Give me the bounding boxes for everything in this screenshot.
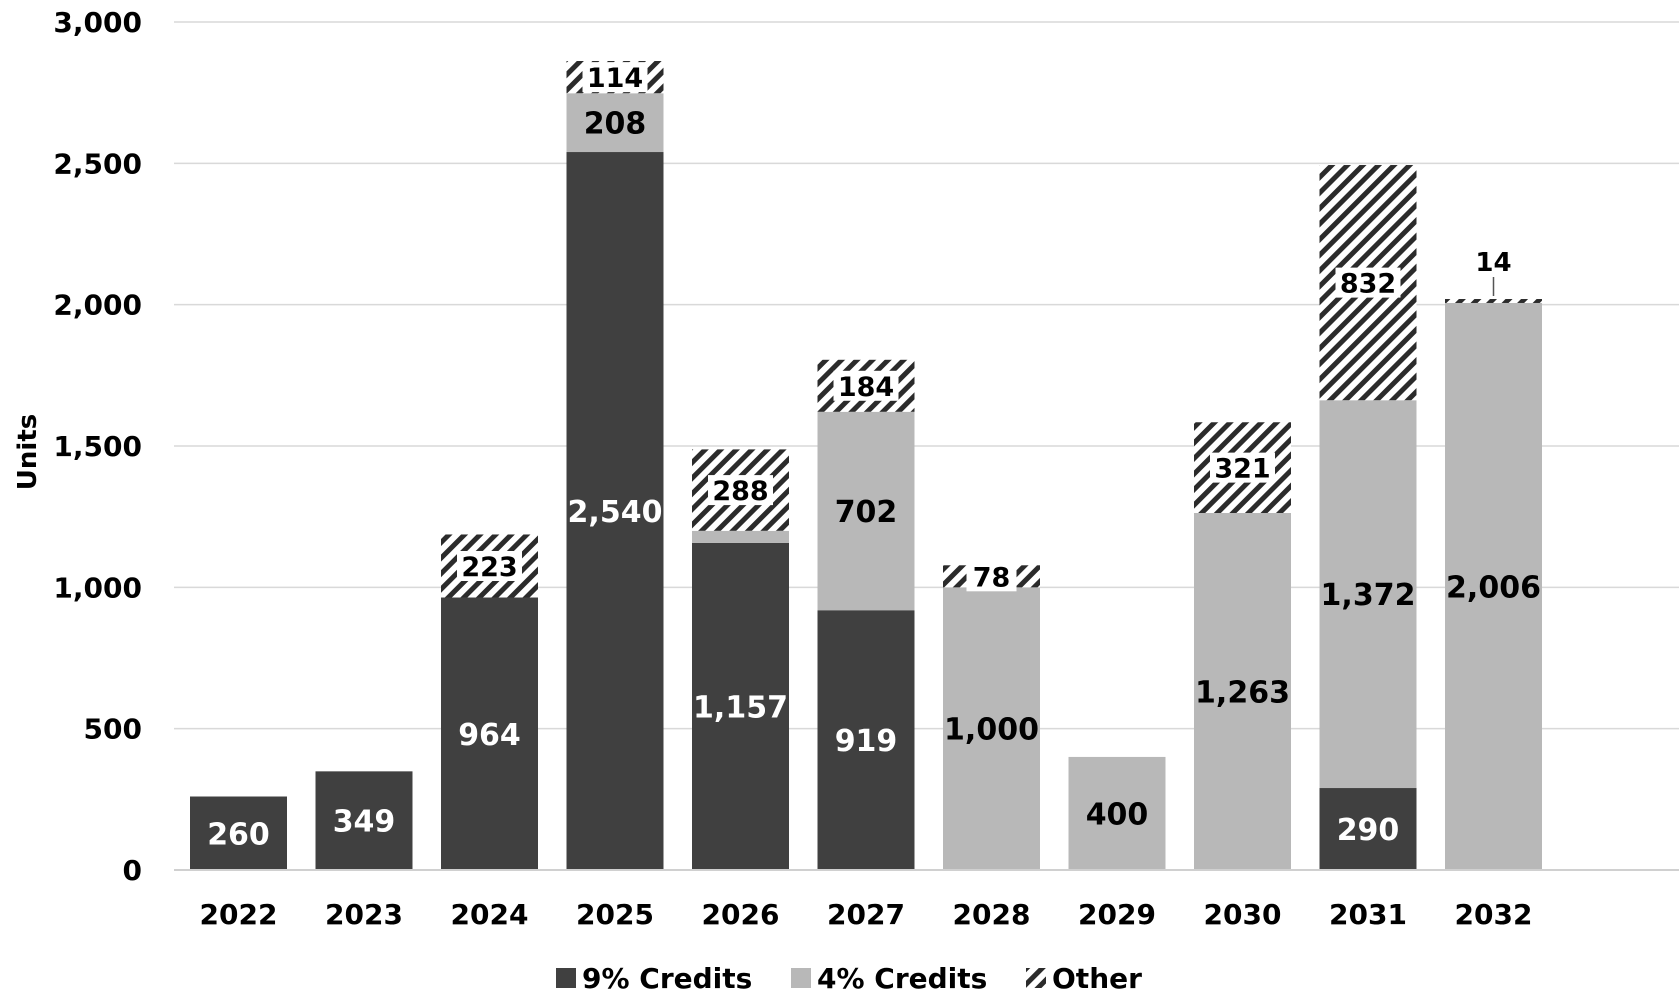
x-tick-label: 2029 (1078, 898, 1156, 931)
y-axis-ticks: 0 500 1,000 1,500 2,000 2,500 3,000 (53, 6, 142, 887)
data-label-box (457, 550, 522, 581)
bar-segment (190, 796, 287, 870)
data-label-box (1335, 267, 1401, 298)
bar-segment (692, 542, 789, 870)
data-label: 208 (584, 107, 647, 142)
y-axis-label: Units (13, 414, 43, 490)
data-label: 1,157 (693, 690, 788, 725)
x-tick-label: 2028 (953, 898, 1031, 931)
bar-segment (315, 771, 413, 870)
y-tick-label: 500 (84, 713, 142, 746)
y-tick-label: 3,000 (53, 6, 142, 39)
x-tick-label: 2026 (702, 898, 780, 931)
x-tick-label: 2023 (325, 898, 403, 931)
x-axis-ticks: 2022 2023 2024 2025 2026 2027 2028 2029 2030 2031… (200, 898, 1533, 931)
bar-segment (692, 530, 789, 543)
bar-segment (1319, 788, 1417, 870)
data-label: 223 (461, 552, 517, 583)
bar-segment (1319, 400, 1417, 789)
data-label: 702 (835, 495, 898, 530)
x-tick-label: 2025 (576, 898, 654, 931)
x-tick-label: 2027 (827, 898, 905, 931)
data-label: 964 (458, 718, 521, 753)
data-label: 114 (587, 63, 643, 94)
data-label: 2,540 (568, 495, 663, 530)
data-label: 321 (1214, 454, 1270, 485)
data-label: 184 (838, 372, 894, 403)
data-label: 832 (1340, 269, 1396, 300)
data-label-box (966, 561, 1017, 592)
bar-segment (441, 597, 538, 870)
y-tick-label: 1,500 (53, 430, 142, 463)
bar-segment (1068, 756, 1166, 870)
bar-segment (943, 587, 1040, 870)
legend-label: 9% Credits (582, 962, 752, 995)
legend-label: 4% Credits (817, 962, 987, 995)
legend-swatch (1026, 968, 1046, 988)
gridlines (174, 21, 1679, 730)
y-tick-label: 1,000 (53, 571, 142, 604)
x-tick-label: 2030 (1204, 898, 1282, 931)
bar-segment (566, 93, 664, 153)
data-labels: 260 349 964 223 2,540 208 114 1,157 288 919 702 184… (207, 62, 1541, 852)
bar-segment (1445, 302, 1542, 870)
bar-segment (1445, 299, 1542, 303)
bar-segment (566, 152, 664, 870)
data-label: 288 (712, 476, 768, 507)
data-label: 919 (835, 724, 898, 759)
legend-swatch (791, 968, 811, 988)
data-label-box (582, 62, 648, 93)
x-tick-label: 2024 (451, 898, 529, 931)
data-label: 1,372 (1321, 578, 1416, 613)
y-tick-label: 2,500 (53, 147, 142, 180)
data-label-box (1210, 452, 1275, 483)
data-label: 1,263 (1195, 675, 1290, 710)
data-label: 260 (207, 817, 270, 852)
data-label-box (708, 475, 773, 506)
x-tick-label: 2022 (200, 898, 278, 931)
bar-segment (1194, 512, 1291, 870)
y-tick-label: 0 (123, 854, 142, 887)
data-label: 1,000 (944, 713, 1039, 748)
x-tick-label: 2031 (1329, 898, 1407, 931)
data-label: 14 (1475, 248, 1511, 278)
x-tick-label: 2032 (1455, 898, 1533, 931)
bar-segment (817, 610, 915, 870)
data-label: 78 (973, 562, 1011, 593)
legend-label: Other (1052, 962, 1142, 995)
legend: 9% Credits 4% Credits Other (556, 962, 1142, 995)
y-tick-label: 2,000 (53, 289, 142, 322)
data-label: 349 (333, 805, 396, 840)
bars (190, 61, 1542, 870)
legend-swatch (556, 968, 576, 988)
bar-segment (817, 411, 915, 611)
data-label-box (833, 370, 899, 401)
data-label: 400 (1086, 797, 1149, 832)
data-label: 2,006 (1446, 570, 1541, 605)
data-label: 290 (1337, 813, 1400, 848)
